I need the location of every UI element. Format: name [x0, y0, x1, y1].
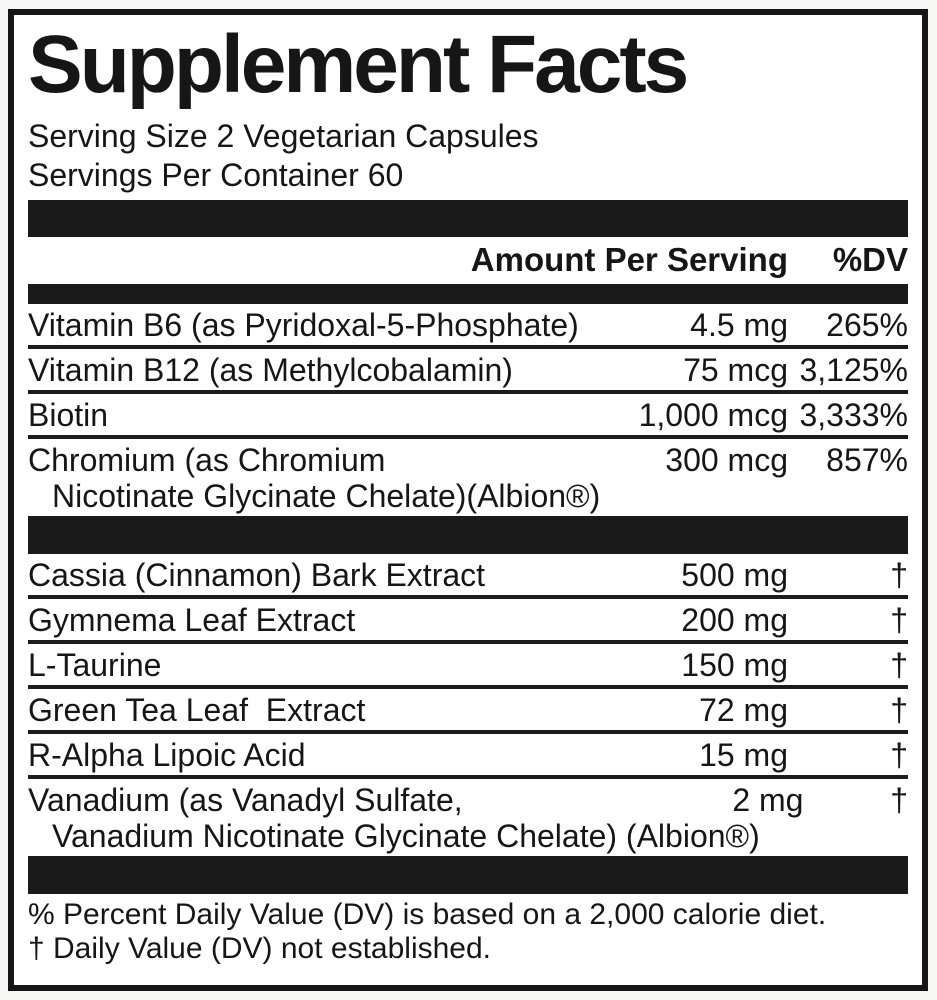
nutrient-row-gymnema: Gymnema Leaf Extract 200 mg † [28, 599, 908, 640]
section-bar-header [28, 284, 908, 304]
nutrient-row-r-alpha-lipoic: R-Alpha Lipoic Acid 15 mg † [28, 734, 908, 775]
nutrient-name: Vanadium (as Vanadyl Sulfate, [28, 782, 463, 818]
nutrient-name-line2: Vanadium Nicotinate Glycinate Chelate) (… [52, 818, 760, 854]
nutrient-name: Vitamin B6 (as Pyridoxal-5-Phosphate) [28, 307, 579, 343]
row-separator [28, 685, 908, 689]
row-separator [28, 775, 908, 779]
nutrient-name: Gymnema Leaf Extract [28, 602, 356, 638]
footnote-dagger: † Daily Value (DV) not established. [28, 932, 492, 965]
nutrient-amount: 15 mg [699, 737, 788, 773]
nutrient-row-green-tea: Green Tea Leaf Extract 72 mg † [28, 689, 908, 730]
nutrient-name-line2: Nicotinate Glycinate Chelate)(Albion®) [52, 478, 601, 514]
nutrient-row-chromium: Chromium (as Chromium Nicotinate Glycina… [28, 439, 908, 516]
nutrient-name: Green Tea Leaf Extract [28, 692, 366, 728]
nutrient-dv-dagger: † [890, 557, 908, 593]
nutrient-amount: 2 mg [732, 782, 804, 818]
section-bar-footnotes [28, 856, 908, 894]
nutrient-amount: 150 mg [681, 647, 788, 683]
nutrient-row-vitamin-b6: Vitamin B6 (as Pyridoxal-5-Phosphate) 4.… [28, 304, 908, 345]
label-title: Supplement Facts [28, 19, 689, 110]
nutrient-amount: 72 mg [699, 692, 788, 728]
nutrient-dv-dagger: † [890, 692, 908, 728]
nutrient-name: Vitamin B12 (as Methylcobalamin) [28, 352, 513, 388]
column-header-amount: Amount Per Serving [470, 241, 788, 278]
nutrient-dv-dagger: † [890, 647, 908, 683]
nutrient-amount: 75 mcg [683, 352, 788, 388]
row-separator [28, 345, 908, 349]
nutrient-name: R-Alpha Lipoic Acid [28, 737, 306, 773]
nutrient-row-l-taurine: L-Taurine 150 mg † [28, 644, 908, 685]
nutrient-dv: 3,333% [799, 397, 908, 433]
nutrient-row-vanadium: Vanadium (as Vanadyl Sulfate, Vanadium N… [28, 779, 908, 856]
nutrient-row-cassia: Cassia (Cinnamon) Bark Extract 500 mg † [28, 554, 908, 595]
nutrient-amount: 200 mg [681, 602, 788, 638]
nutrient-dv-dagger: † [890, 737, 908, 773]
nutrient-amount: 300 mcg [665, 442, 788, 478]
serving-size-text: Serving Size 2 Vegetarian Capsules [28, 118, 539, 154]
column-header-dv: %DV [832, 241, 908, 278]
nutrient-amount: 4.5 mg [690, 307, 788, 343]
row-separator [28, 435, 908, 439]
nutrient-name: Biotin [28, 397, 109, 433]
footnote-percent-dv: % Percent Daily Value (DV) is based on a… [28, 898, 827, 931]
nutrient-name: Chromium (as Chromium [28, 442, 386, 478]
nutrient-row-biotin: Biotin 1,000 mcg 3,333% [28, 394, 908, 435]
nutrient-amount: 1,000 mcg [638, 397, 788, 433]
section-bar-top [28, 200, 908, 237]
nutrient-amount: 500 mg [681, 557, 788, 593]
supplement-facts-label: Supplement Facts Serving Size 2 Vegetari… [8, 9, 928, 991]
nutrient-dv: 3,125% [799, 352, 908, 388]
nutrient-dv: 857% [826, 442, 908, 478]
nutrient-row-vitamin-b12: Vitamin B12 (as Methylcobalamin) 75 mcg … [28, 349, 908, 390]
row-separator [28, 730, 908, 734]
section-bar-botanicals [28, 516, 908, 554]
nutrient-dv-dagger: † [890, 782, 908, 818]
row-separator [28, 390, 908, 394]
nutrient-name: L-Taurine [28, 647, 162, 683]
nutrient-dv-dagger: † [890, 602, 908, 638]
nutrient-name: Cassia (Cinnamon) Bark Extract [28, 557, 486, 593]
servings-per-container-text: Servings Per Container 60 [28, 157, 404, 193]
column-header-row: Amount Per Serving %DV [28, 237, 908, 284]
row-separator [28, 595, 908, 599]
nutrient-dv: 265% [826, 307, 908, 343]
row-separator [28, 640, 908, 644]
footnotes-block: % Percent Daily Value (DV) is based on a… [28, 894, 908, 970]
